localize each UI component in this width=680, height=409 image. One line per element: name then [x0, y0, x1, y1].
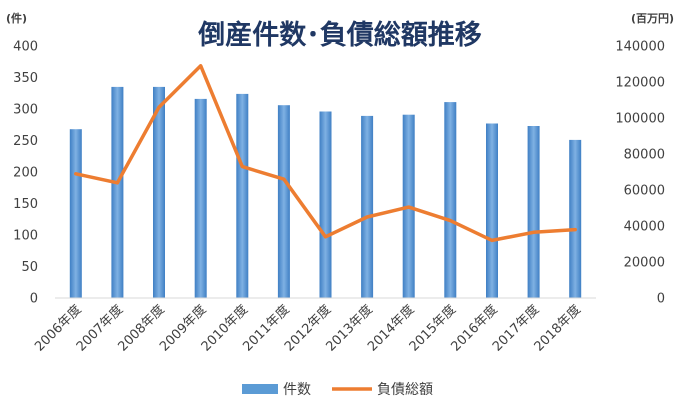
right-tick-label: 60000 [624, 184, 665, 199]
line-point [199, 64, 203, 68]
left-tick-label: 200 [13, 166, 38, 181]
bar [319, 111, 332, 298]
line-point [407, 205, 411, 209]
bar [69, 129, 82, 298]
line-point [115, 181, 119, 185]
legend: 件数 負債総額 [242, 382, 433, 398]
left-axis-unit: (件) [6, 11, 27, 25]
bar [236, 93, 249, 299]
left-tick-label: 0 [30, 292, 38, 307]
right-tick-label: 100000 [615, 112, 665, 127]
bar [194, 98, 207, 299]
line-point [240, 165, 244, 169]
right-axis-unit: (百万円) [631, 12, 674, 25]
left-tick-label: 300 [13, 103, 38, 118]
bar-series-counts [69, 86, 582, 299]
bar [486, 123, 498, 298]
bar [277, 105, 290, 298]
line-point [532, 230, 536, 234]
left-tick-label: 150 [13, 197, 38, 212]
right-tick-label: 140000 [615, 40, 665, 55]
bar [361, 115, 374, 299]
left-tick-label: 100 [13, 229, 38, 244]
line-point [365, 215, 369, 219]
legend-label-bar: 件数 [283, 382, 311, 398]
line-point [573, 228, 577, 232]
left-tick-label: 400 [13, 40, 38, 55]
bar [111, 86, 124, 299]
line-point [74, 172, 78, 176]
left-axis-ticks: 0 50 100 150 200 250 300 350 400 [13, 40, 38, 307]
right-tick-label: 80000 [624, 148, 665, 163]
line-point [282, 177, 286, 181]
line-point [157, 105, 161, 109]
bar [153, 86, 165, 299]
right-tick-label: 120000 [615, 76, 665, 91]
left-tick-label: 50 [21, 260, 38, 275]
right-axis-ticks: 0 20000 40000 60000 80000 100000 120000 140000 [615, 40, 665, 307]
line-point [448, 219, 452, 223]
chart-title: 倒産件数･負債総額推移 [197, 19, 482, 51]
legend-swatch-bar [242, 384, 278, 394]
left-tick-label: 350 [13, 71, 38, 86]
bar [527, 126, 540, 298]
line-point [490, 238, 494, 242]
bar [569, 139, 582, 298]
right-tick-label: 20000 [624, 256, 665, 271]
line-series-debt [74, 64, 577, 243]
bar [444, 102, 457, 298]
right-tick-label: 0 [657, 292, 665, 307]
right-tick-label: 40000 [624, 220, 665, 235]
legend-label-line: 負債総額 [377, 382, 433, 398]
line-point [324, 235, 327, 239]
left-tick-label: 250 [13, 134, 38, 149]
